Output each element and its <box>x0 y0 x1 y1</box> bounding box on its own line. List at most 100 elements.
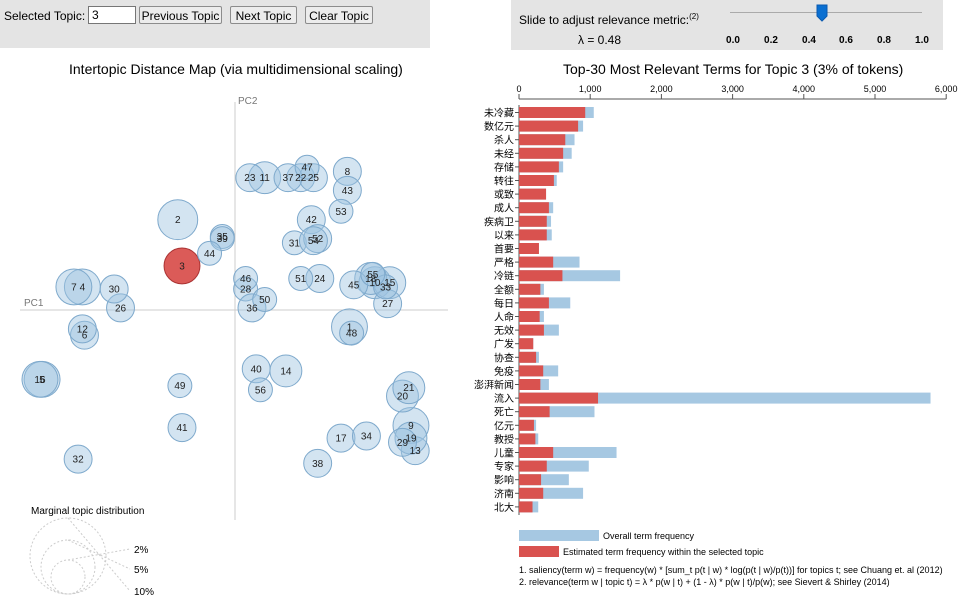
topic-circle-54[interactable] <box>298 226 328 256</box>
topic-frequency-bar[interactable] <box>519 311 540 322</box>
topic-circle-9[interactable] <box>392 407 430 444</box>
clear-topic-button[interactable]: Clear Topic <box>305 6 373 24</box>
topic-frequency-bar[interactable] <box>519 324 544 336</box>
term-label[interactable]: 北大 <box>494 501 514 514</box>
topic-circle-46[interactable] <box>233 266 259 291</box>
topic-frequency-bar[interactable] <box>519 406 550 418</box>
topic-frequency-bar[interactable] <box>519 487 544 499</box>
topic-circle-23[interactable] <box>235 163 265 193</box>
topic-frequency-bar[interactable] <box>519 107 586 118</box>
topic-circle-28[interactable] <box>233 276 259 302</box>
topic-circle-19[interactable] <box>394 421 428 455</box>
topic-circle-40[interactable] <box>241 354 271 384</box>
topic-frequency-bar[interactable] <box>519 433 536 445</box>
topic-frequency-bar[interactable] <box>519 501 533 513</box>
topic-circle-12[interactable] <box>67 314 97 344</box>
topic-frequency-bar[interactable] <box>519 447 554 458</box>
term-label[interactable]: 流入 <box>494 392 514 405</box>
topic-frequency-bar[interactable] <box>519 229 547 241</box>
topic-circle-48[interactable] <box>339 320 365 346</box>
term-label[interactable]: 疾病卫 <box>484 215 514 228</box>
topic-frequency-bar[interactable] <box>519 460 547 472</box>
topic-frequency-bar[interactable] <box>519 256 554 268</box>
topic-frequency-bar[interactable] <box>519 215 547 227</box>
term-label[interactable]: 无效 <box>494 324 514 337</box>
topic-frequency-bar[interactable] <box>519 297 549 309</box>
overall-frequency-bar[interactable] <box>519 406 595 418</box>
topic-circle-36[interactable] <box>237 293 267 323</box>
term-label[interactable]: 教授 <box>494 433 514 446</box>
term-label[interactable]: 全额 <box>494 283 514 296</box>
topic-circle-47[interactable] <box>294 154 320 180</box>
term-label[interactable]: 儿童 <box>494 447 514 460</box>
topic-circle-51[interactable] <box>288 266 314 291</box>
topic-frequency-bar[interactable] <box>519 392 599 404</box>
topic-circle-24[interactable] <box>305 264 335 293</box>
topic-circle-38[interactable] <box>303 448 333 478</box>
topic-frequency-bar[interactable] <box>519 147 564 159</box>
term-label[interactable]: 协查 <box>494 351 514 364</box>
topic-circle-26[interactable] <box>106 293 135 323</box>
term-label[interactable]: 澎湃新闻 <box>474 379 514 392</box>
topic-circle-53[interactable] <box>328 198 354 224</box>
term-label[interactable]: 以来 <box>494 230 514 242</box>
term-label[interactable]: 免疫 <box>494 365 514 378</box>
topic-frequency-bar[interactable] <box>519 202 549 214</box>
term-label[interactable]: 或致 <box>494 188 514 201</box>
term-label[interactable]: 人命 <box>494 311 514 324</box>
topic-circle-3[interactable] <box>163 247 201 285</box>
topic-frequency-bar[interactable] <box>519 161 559 173</box>
overall-frequency-bar[interactable] <box>519 487 584 499</box>
topic-circle-7[interactable] <box>55 268 93 306</box>
topic-circle-11[interactable] <box>248 161 282 195</box>
topic-circle-55[interactable] <box>360 261 386 287</box>
topic-frequency-bar[interactable] <box>519 134 566 146</box>
term-label[interactable]: 未冷藏 <box>484 107 514 120</box>
term-label[interactable]: 专家 <box>494 460 514 473</box>
topic-circle-29[interactable] <box>388 427 417 457</box>
topic-frequency-bar[interactable] <box>519 243 539 254</box>
topic-frequency-bar[interactable] <box>519 188 547 200</box>
topic-frequency-bar[interactable] <box>519 419 534 431</box>
term-label[interactable]: 杀人 <box>494 134 514 147</box>
term-label[interactable]: 数亿元 <box>484 120 514 133</box>
topic-frequency-bar[interactable] <box>519 365 544 377</box>
topic-frequency-bar[interactable] <box>519 351 537 363</box>
topic-frequency-bar[interactable] <box>519 283 541 295</box>
topic-frequency-bar[interactable] <box>519 474 542 486</box>
term-label[interactable]: 未经 <box>494 147 514 160</box>
topic-frequency-bar[interactable] <box>519 175 554 186</box>
term-label[interactable]: 成人 <box>494 203 514 215</box>
topic-circle-30[interactable] <box>99 274 129 304</box>
term-label[interactable]: 影响 <box>494 474 514 487</box>
topic-circle-32[interactable] <box>63 444 93 474</box>
term-label[interactable]: 首要 <box>494 243 514 256</box>
topic-circle-42[interactable] <box>296 205 326 235</box>
term-label[interactable]: 冷链 <box>494 270 514 283</box>
term-label[interactable]: 亿元 <box>494 419 514 432</box>
overall-frequency-bar[interactable] <box>519 270 621 282</box>
overall-frequency-bar[interactable] <box>519 447 617 458</box>
topic-circle-27[interactable] <box>373 289 403 319</box>
previous-topic-button[interactable]: Previous Topic <box>139 6 222 24</box>
term-label[interactable]: 每日 <box>494 297 514 310</box>
topic-frequency-bar[interactable] <box>519 379 541 390</box>
term-label[interactable]: 存储 <box>494 161 514 174</box>
overall-frequency-bar[interactable] <box>519 474 569 486</box>
topic-frequency-bar[interactable] <box>519 120 579 132</box>
overall-frequency-bar[interactable] <box>519 460 589 472</box>
selected-topic-input[interactable]: 3 <box>88 6 136 24</box>
topic-circle-43[interactable] <box>332 175 362 205</box>
overall-frequency-bar[interactable] <box>519 392 931 404</box>
term-label[interactable]: 死亡 <box>494 406 514 419</box>
topic-frequency-bar[interactable] <box>519 270 563 282</box>
term-label[interactable]: 广发 <box>494 338 514 351</box>
topic-circle-39[interactable] <box>209 226 235 252</box>
next-topic-button[interactable]: Next Topic <box>230 6 297 24</box>
topic-circle-16[interactable] <box>21 360 59 398</box>
term-label[interactable]: 济南 <box>494 487 514 500</box>
topic-circle-34[interactable] <box>351 421 381 451</box>
topic-circle-17[interactable] <box>326 423 356 453</box>
term-label[interactable]: 严格 <box>494 256 514 269</box>
topic-circle-44[interactable] <box>197 240 223 266</box>
